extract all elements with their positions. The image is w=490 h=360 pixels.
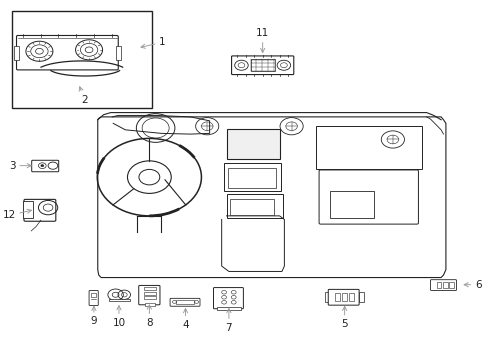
Text: 10: 10 xyxy=(112,306,125,328)
Bar xyxy=(144,292,156,295)
Bar xyxy=(349,293,354,301)
Text: 1: 1 xyxy=(141,37,166,48)
FancyBboxPatch shape xyxy=(32,160,59,172)
Text: 7: 7 xyxy=(225,309,232,333)
FancyBboxPatch shape xyxy=(139,285,160,305)
Bar xyxy=(144,296,156,299)
Text: 4: 4 xyxy=(182,309,189,330)
Bar xyxy=(342,293,347,301)
Bar xyxy=(335,293,340,301)
Polygon shape xyxy=(98,117,446,278)
Text: 9: 9 xyxy=(91,306,97,326)
Text: 3: 3 xyxy=(9,161,31,171)
Bar xyxy=(12,12,152,108)
Bar xyxy=(230,199,274,215)
Bar xyxy=(146,303,155,306)
FancyBboxPatch shape xyxy=(319,170,418,224)
Bar xyxy=(330,191,373,218)
Bar xyxy=(92,293,96,297)
Bar xyxy=(144,287,156,291)
Bar xyxy=(14,45,19,60)
Text: 6: 6 xyxy=(464,280,482,290)
Bar xyxy=(109,299,130,301)
Text: 12: 12 xyxy=(2,209,31,220)
FancyBboxPatch shape xyxy=(214,288,244,309)
Bar xyxy=(449,282,454,288)
Bar xyxy=(176,301,194,304)
Bar xyxy=(437,282,441,288)
Bar xyxy=(23,201,33,219)
Text: 2: 2 xyxy=(79,87,88,105)
FancyBboxPatch shape xyxy=(232,56,294,75)
Text: 11: 11 xyxy=(256,28,270,53)
Bar xyxy=(116,45,121,60)
Bar xyxy=(226,129,280,159)
FancyBboxPatch shape xyxy=(24,199,56,221)
FancyBboxPatch shape xyxy=(328,289,359,305)
FancyBboxPatch shape xyxy=(17,36,118,70)
FancyBboxPatch shape xyxy=(89,291,98,306)
Bar xyxy=(359,292,364,302)
Bar xyxy=(226,194,283,218)
Bar xyxy=(443,282,448,288)
Bar xyxy=(224,163,281,191)
FancyBboxPatch shape xyxy=(170,298,200,306)
Circle shape xyxy=(41,165,44,167)
Bar xyxy=(250,59,275,71)
Text: 5: 5 xyxy=(342,306,348,329)
FancyBboxPatch shape xyxy=(431,280,457,291)
Bar xyxy=(217,307,241,310)
Text: 8: 8 xyxy=(146,305,153,328)
Bar xyxy=(325,292,330,302)
Bar xyxy=(316,126,422,169)
Bar xyxy=(228,168,276,188)
